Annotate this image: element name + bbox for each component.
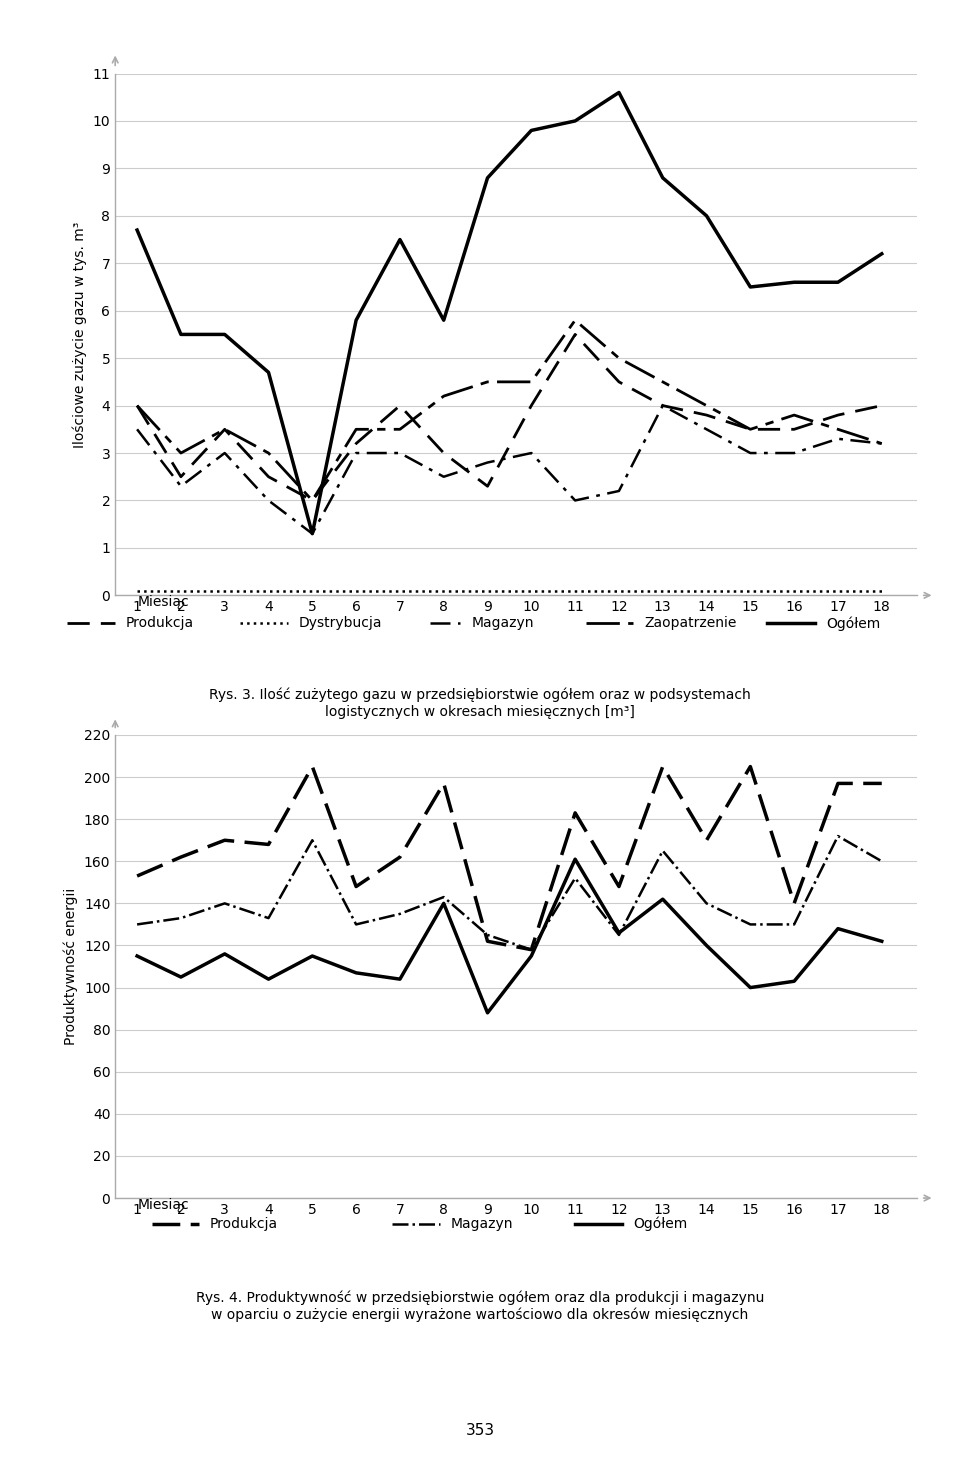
Text: Ogółem: Ogółem [634, 1217, 687, 1230]
Text: Rys. 4. Produktywność w przedsiębiorstwie ogółem oraz dla produkcji i magazynu
w: Rys. 4. Produktywność w przedsiębiorstwi… [196, 1291, 764, 1322]
Text: Miesiąc: Miesiąc [138, 595, 190, 610]
Text: Ogółem: Ogółem [826, 616, 880, 631]
Text: Produkcja: Produkcja [126, 616, 194, 631]
Text: Magazyn: Magazyn [471, 616, 534, 631]
Text: Zaopatrzenie: Zaopatrzenie [644, 616, 736, 631]
Text: Miesiąc: Miesiąc [138, 1198, 190, 1213]
Y-axis label: Produktywność energii: Produktywność energii [63, 888, 79, 1045]
Text: Magazyn: Magazyn [451, 1217, 514, 1230]
Text: Rys. 3. Ilość zużytego gazu w przedsiębiorstwie ogółem oraz w podsystemach
logis: Rys. 3. Ilość zużytego gazu w przedsiębi… [209, 688, 751, 719]
Y-axis label: Ilościowe zużycie gazu w tys. m³: Ilościowe zużycie gazu w tys. m³ [73, 222, 87, 447]
Text: Produkcja: Produkcja [210, 1217, 278, 1230]
Text: Dystrybucja: Dystrybucja [299, 616, 382, 631]
Text: 353: 353 [466, 1423, 494, 1438]
